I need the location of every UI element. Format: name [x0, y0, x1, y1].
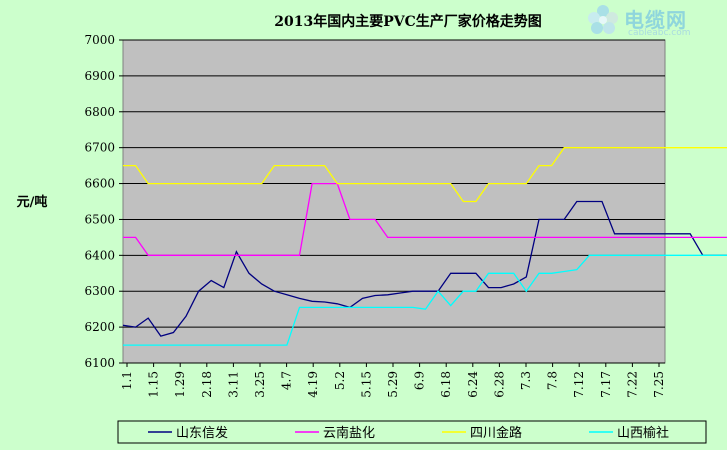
site-logo: 电缆网 cableabc.com	[584, 5, 719, 38]
x-tick-label: 3.25	[253, 371, 267, 398]
y-tick-label: 6800	[84, 105, 115, 119]
x-tick-label: 7.8	[546, 371, 560, 390]
x-tick-label: 1.15	[147, 371, 161, 398]
series-line-4	[123, 254, 727, 346]
y-axis-label: 元/吨	[17, 194, 48, 210]
x-tick-label: 5.15	[359, 371, 373, 398]
y-tick-label: 6900	[84, 69, 115, 83]
x-tick-label: 7.22	[625, 371, 639, 398]
y-tick-label: 6100	[84, 356, 115, 370]
logo-site: cableabc.com	[628, 28, 691, 38]
y-tick-label: 6300	[84, 284, 115, 298]
x-tick-label: 6.9	[413, 371, 427, 390]
series-line-3	[123, 147, 727, 203]
x-tick-label: 6.28	[492, 371, 506, 398]
legend-label: 山东信发	[176, 425, 228, 441]
x-tick-label: 1.29	[173, 371, 187, 398]
series-line-1	[122, 200, 727, 337]
logo-text: 电缆网	[624, 8, 687, 32]
x-tick-label: 7.17	[599, 371, 613, 398]
x-axis: 1.1 1.15 1.29 2.18 3.11 3.25 4.7 4.19 5.2 5.15 5.2…	[120, 362, 666, 398]
y-tick-label: 6500	[84, 212, 115, 226]
series-line-2	[123, 182, 727, 256]
x-tick-label: 6.18	[439, 371, 453, 398]
x-tick-label: 7.3	[519, 371, 533, 390]
x-tick-label: 7.25	[652, 371, 666, 398]
x-tick-label: 3.11	[226, 371, 240, 398]
plot-area	[122, 39, 666, 364]
legend-label: 四川金路	[470, 425, 522, 441]
y-tick-label: 7000	[84, 33, 115, 47]
x-tick-label: 4.7	[280, 371, 294, 390]
x-tick-label: 6.24	[466, 371, 480, 398]
legend: 山东信发 云南盐化 四川金路 山西榆社	[148, 425, 669, 441]
legend-label: 山西榆社	[617, 425, 669, 441]
y-tick-label: 6700	[84, 141, 115, 155]
x-tick-label: 5.2	[333, 371, 347, 390]
legend-label: 云南盐化	[323, 425, 375, 441]
legend-box	[117, 420, 707, 444]
y-tick-label: 6400	[84, 248, 115, 262]
x-tick-label: 2.18	[200, 371, 214, 398]
series-lines	[122, 147, 727, 346]
chart-title: 2013年国内主要PVC生产厂家价格走势图	[274, 13, 542, 30]
flower-logo-icon	[588, 5, 618, 34]
y-axis: 6100 6200 6300 6400 6500 6600 6700 6800 6900 7000	[84, 33, 123, 370]
x-tick-label: 1.1	[120, 371, 134, 390]
y-tick-label: 6600	[84, 177, 115, 191]
x-tick-label: 4.19	[306, 371, 320, 398]
y-tick-label: 6200	[84, 320, 115, 334]
x-tick-label: 5.29	[386, 371, 400, 398]
x-tick-label: 7.12	[572, 371, 586, 398]
